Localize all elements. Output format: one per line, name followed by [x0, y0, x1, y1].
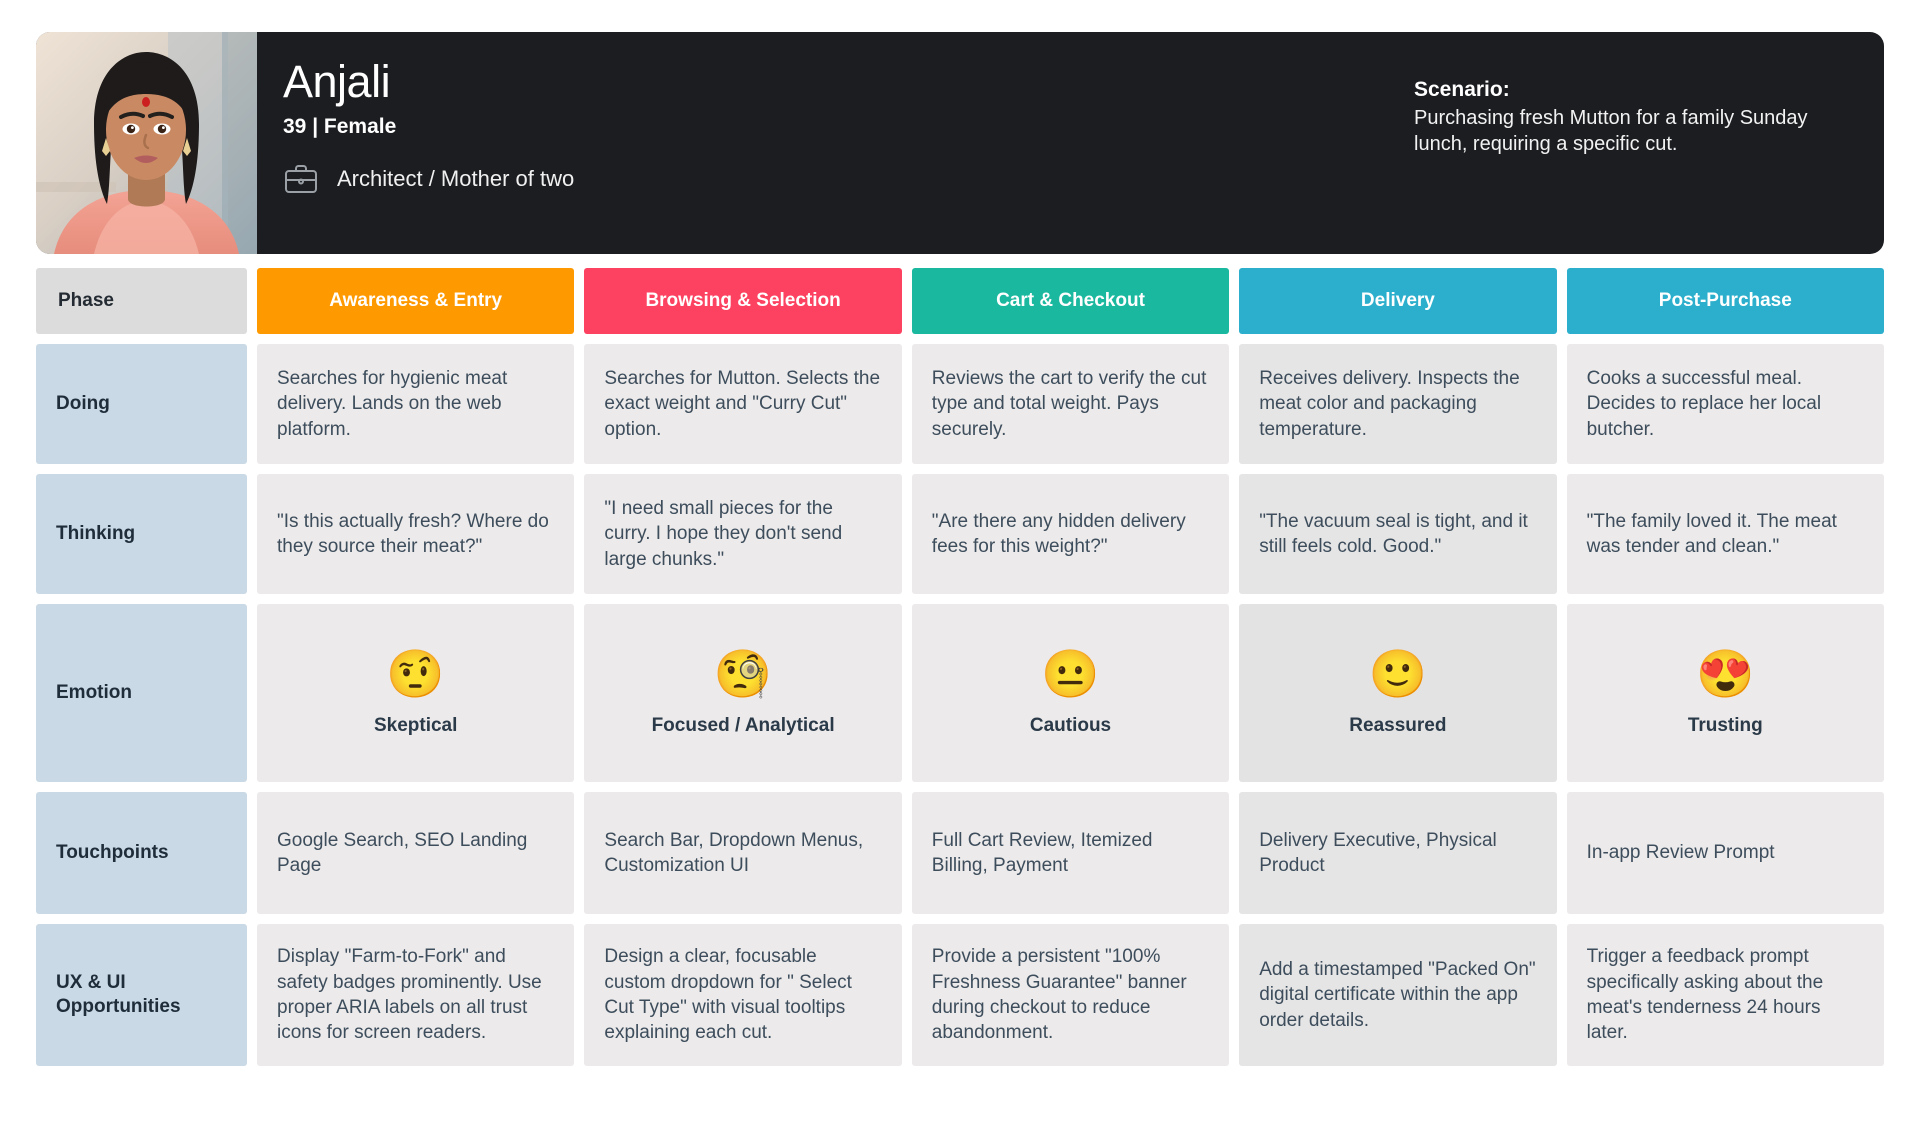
emotion-label-focused-analytical: Focused / Analytical: [651, 714, 835, 736]
emotion-label-reassured: Reassured: [1349, 714, 1447, 736]
row-label-thinking: Thinking: [36, 474, 247, 594]
row-label-doing: Doing: [36, 344, 247, 464]
cell-touchpoints-cart-checkout: Full Cart Review, Itemized Billing, Paym…: [911, 792, 1230, 914]
briefcase-icon: [283, 163, 319, 195]
cell-ux-awareness-entry: Display "Farm-to-Fork" and safety badges…: [257, 924, 575, 1066]
cell-thinking-awareness-entry: "Is this actually fresh? Where do they s…: [257, 474, 575, 594]
smiling-face-with-hearts-emoji: 😍: [1696, 646, 1755, 700]
phase-header-post-purchase[interactable]: Post-Purchase: [1566, 268, 1884, 334]
cell-emotion-post-purchase: 😍 Trusting: [1566, 604, 1884, 782]
cell-doing-browsing-selection: Searches for Mutton. Selects the exact w…: [584, 344, 902, 464]
persona-age-gender: 39 | Female: [283, 115, 397, 139]
persona-name: Anjali: [283, 56, 391, 107]
cell-emotion-browsing-selection: 🧐 Focused / Analytical: [584, 604, 902, 782]
phase-header-browsing-selection[interactable]: Browsing & Selection: [584, 268, 902, 334]
face-with-monocle-emoji: 🧐: [713, 646, 773, 700]
neutral-face-emoji: 😐: [1041, 646, 1100, 700]
persona-role-row: Architect / Mother of two: [283, 163, 1414, 195]
cell-touchpoints-delivery: Delivery Executive, Physical Product: [1239, 792, 1557, 914]
emotion-label-skeptical: Skeptical: [373, 714, 458, 736]
phase-header-cart-checkout[interactable]: Cart & Checkout: [911, 268, 1230, 334]
journey-grid: Phase Awareness & Entry Browsing & Selec…: [36, 268, 1884, 1066]
face-with-raised-eyebrow-emoji: 🤨: [386, 646, 445, 700]
persona-info: Anjali 39 | Female Architect / Mother of…: [257, 32, 1414, 254]
phase-header-awareness-entry[interactable]: Awareness & Entry: [257, 268, 575, 334]
persona-avatar: [36, 32, 257, 254]
row-label-touchpoints: Touchpoints: [36, 792, 247, 914]
cell-ux-browsing-selection: Design a clear, focusable custom dropdow…: [584, 924, 902, 1066]
cell-touchpoints-browsing-selection: Search Bar, Dropdown Menus, Customizatio…: [584, 792, 902, 914]
emotion-label-cautious: Cautious: [1029, 714, 1112, 736]
cell-emotion-awareness-entry: 🤨 Skeptical: [257, 604, 575, 782]
cell-ux-post-purchase: Trigger a feedback prompt specifically a…: [1566, 924, 1884, 1066]
phase-header-label: Phase: [36, 268, 247, 334]
cell-ux-delivery: Add a timestamped "Packed On" digital ce…: [1239, 924, 1557, 1066]
scenario-box: Scenario: Purchasing fresh Mutton for a …: [1414, 32, 1884, 254]
scenario-title: Scenario:: [1414, 78, 1510, 101]
cell-thinking-delivery: "The vacuum seal is tight, and it still …: [1239, 474, 1557, 594]
scenario-text: Purchasing fresh Mutton for a family Sun…: [1414, 107, 1808, 155]
row-label-ux-ui-opportunities: UX & UI Opportunities: [36, 924, 247, 1066]
slightly-smiling-face-emoji: 🙂: [1368, 646, 1428, 700]
cell-emotion-cart-checkout: 😐 Cautious: [911, 604, 1230, 782]
cell-doing-awareness-entry: Searches for hygienic meat delivery. Lan…: [257, 344, 575, 464]
cell-doing-cart-checkout: Reviews the cart to verify the cut type …: [911, 344, 1230, 464]
persona-header: Anjali 39 | Female Architect / Mother of…: [36, 32, 1884, 254]
row-label-emotion: Emotion: [36, 604, 247, 782]
cell-emotion-delivery: 🙂 Reassured: [1239, 604, 1557, 782]
persona-role: Architect / Mother of two: [337, 166, 575, 192]
cell-thinking-cart-checkout: "Are there any hidden delivery fees for …: [911, 474, 1230, 594]
phase-header-delivery[interactable]: Delivery: [1239, 268, 1557, 334]
persona-portrait-illustration: [36, 32, 257, 254]
cell-doing-post-purchase: Cooks a successful meal. Decides to repl…: [1566, 344, 1884, 464]
cell-touchpoints-awareness-entry: Google Search, SEO Landing Page: [257, 792, 575, 914]
emotion-label-trusting: Trusting: [1687, 714, 1763, 736]
cell-ux-cart-checkout: Provide a persistent "100% Freshness Gua…: [911, 924, 1230, 1066]
cell-touchpoints-post-purchase: In-app Review Prompt: [1566, 792, 1884, 914]
cell-thinking-browsing-selection: "I need small pieces for the curry. I ho…: [584, 474, 902, 594]
cell-doing-delivery: Receives delivery. Inspects the meat col…: [1239, 344, 1557, 464]
cell-thinking-post-purchase: "The family loved it. The meat was tende…: [1566, 474, 1884, 594]
